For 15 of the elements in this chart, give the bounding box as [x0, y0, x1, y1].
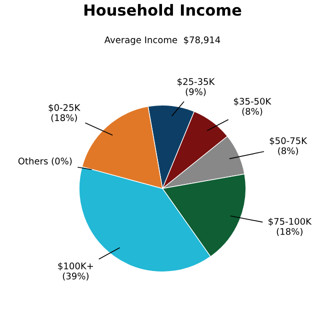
chart-title: Household Income — [84, 4, 242, 16]
category-label: Others (0%) — [18, 157, 72, 166]
data-label: (18%) — [51, 114, 77, 122]
slice-label: $50-75K — [270, 137, 308, 146]
data-label: (18%) — [276, 228, 302, 236]
data-label: (8%) — [242, 108, 262, 116]
slice-label: $75-100K — [268, 218, 312, 226]
data-label: (8%) — [278, 147, 298, 156]
data-label: (39%) — [62, 272, 88, 281]
slice-label: $35-50K — [234, 98, 272, 106]
chart-subtitle: Average Income $78,914 — [104, 36, 220, 45]
data-label: (9%) — [186, 88, 206, 96]
slice-label: $100K+ — [58, 262, 93, 271]
slice-label: $25-35K — [178, 78, 215, 86]
slice-label: $0-25K — [48, 104, 80, 112]
